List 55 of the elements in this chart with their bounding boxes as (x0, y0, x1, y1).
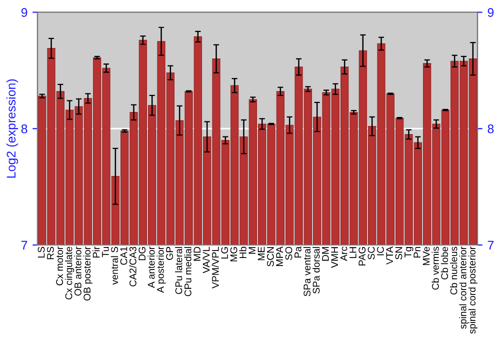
x-tick-label: SPa dorsal (312, 247, 320, 294)
x-tick-label: MD (194, 246, 200, 261)
y2-tick-label: 8 (488, 124, 494, 134)
x-tick-label: ventral S (110, 246, 118, 285)
x-tick-label: DM (322, 247, 329, 261)
x-tick-label: CA2/CA3 (129, 246, 136, 286)
x-tick-label: SPa ventral (303, 247, 311, 296)
x-tick-label: A posterior (156, 246, 166, 293)
y-tick-label: 8 (21, 124, 28, 134)
x-tick-label: SCN (266, 247, 274, 266)
x-tick-label: Arc (340, 246, 348, 261)
x-tick-label: OB anterior (74, 246, 82, 296)
x-tick-label: IC (376, 246, 384, 256)
x-tick-label: MVe (422, 246, 430, 266)
x-tick-label: MG (230, 247, 238, 262)
x-tick-label: SC (368, 246, 375, 260)
x-tick-label: M (248, 247, 256, 254)
x-tick-label: LS (38, 246, 45, 258)
x-tick-label: VPM/VPL (212, 246, 219, 288)
x-tick-label: Pa (294, 246, 302, 258)
x-tick-label: Cx motor (56, 246, 64, 286)
x-tick-label: Pir (92, 246, 100, 258)
y-tick-label: 9 (21, 8, 28, 17)
x-tick-label: PAG (358, 247, 366, 266)
x-tick-label: OB posterior (83, 246, 92, 300)
y2-tick-label: 9 (488, 8, 494, 17)
x-tick-label: Cb lobe (440, 246, 448, 280)
x-tick-label: LG (221, 247, 228, 259)
y2-tick-label: 7 (488, 240, 494, 250)
x-tick-label: VMH (331, 247, 338, 268)
x-tick-label: Cb vermis (432, 246, 439, 290)
x-tick-label: VTA (386, 246, 393, 265)
x-tick-label: Hb (239, 246, 246, 258)
x-tick-label: Cb nucleus (450, 246, 458, 295)
x-tick-label: Pn (414, 247, 420, 258)
x-tick-label: GP (166, 246, 174, 260)
x-tick-label: CPu lateral (175, 247, 182, 294)
x-tick-label: RS (46, 246, 54, 260)
x-tick-label: Tu (102, 247, 109, 258)
x-tick-label: SN (395, 247, 402, 260)
x-tick-label: spinal cord posterior (468, 246, 478, 334)
x-tick-label: SO (285, 246, 292, 260)
x-tick-label: LH (350, 247, 356, 258)
x-tick-label: DG (138, 247, 146, 260)
x-tick-label: ME (258, 246, 265, 260)
x-tick-label: spinal cord anterior (459, 246, 468, 329)
x-tick-label: Cx cingulate (65, 246, 74, 300)
y-tick-label: 7 (21, 240, 28, 250)
x-tick-label: A anterior (148, 246, 155, 288)
x-tick-label: Tg (404, 247, 414, 258)
x-tick-label: MPA (276, 246, 283, 266)
x-tick-label: CPu medial (184, 247, 192, 296)
x-tick-label: CA1 (120, 246, 128, 265)
x-tick-label: VA/VL (202, 246, 210, 274)
y-axis-title: Log2 (expression) (6, 79, 18, 178)
